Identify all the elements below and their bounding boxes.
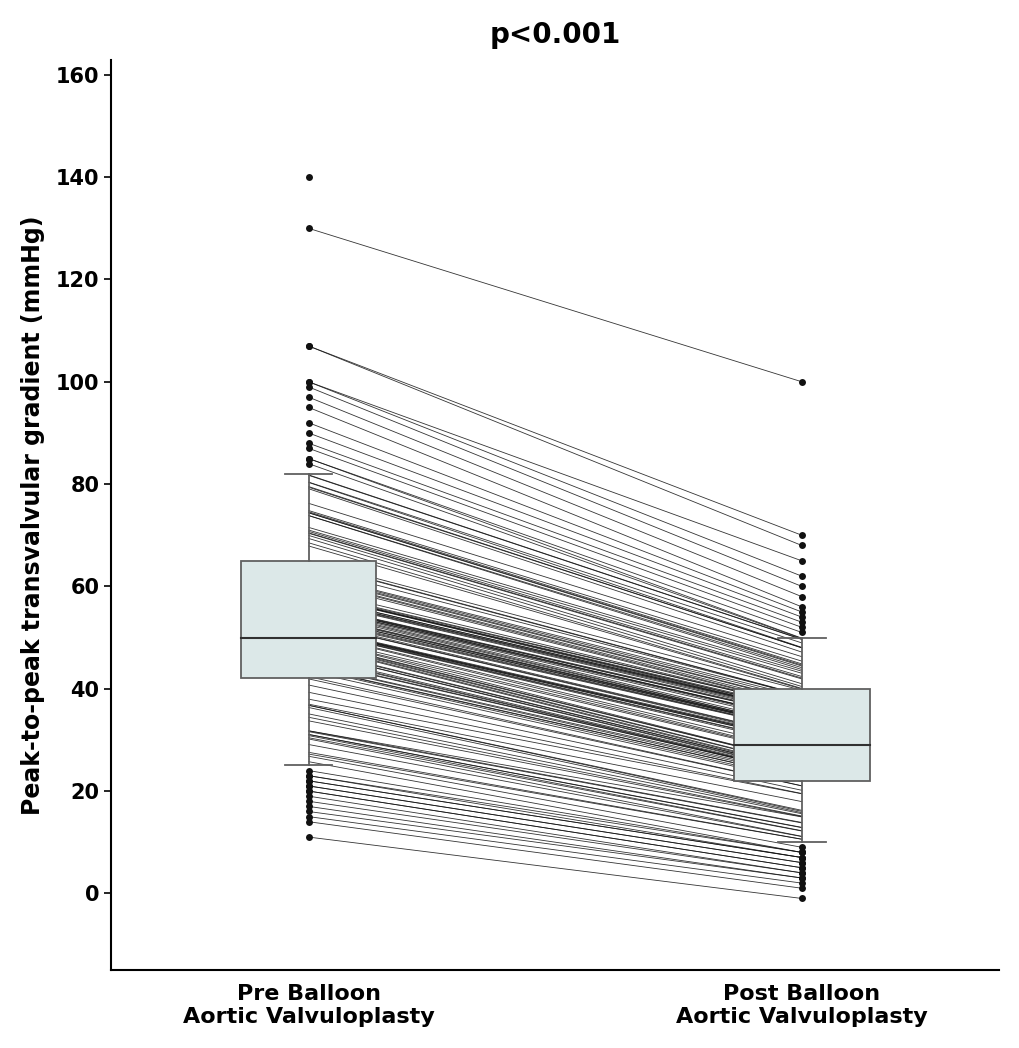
Bar <box>240 561 376 678</box>
Bar <box>734 689 869 781</box>
Y-axis label: Peak-to-peak transvalvular gradient (mmHg): Peak-to-peak transvalvular gradient (mmH… <box>20 215 45 814</box>
Title: p<0.001: p<0.001 <box>489 21 621 49</box>
